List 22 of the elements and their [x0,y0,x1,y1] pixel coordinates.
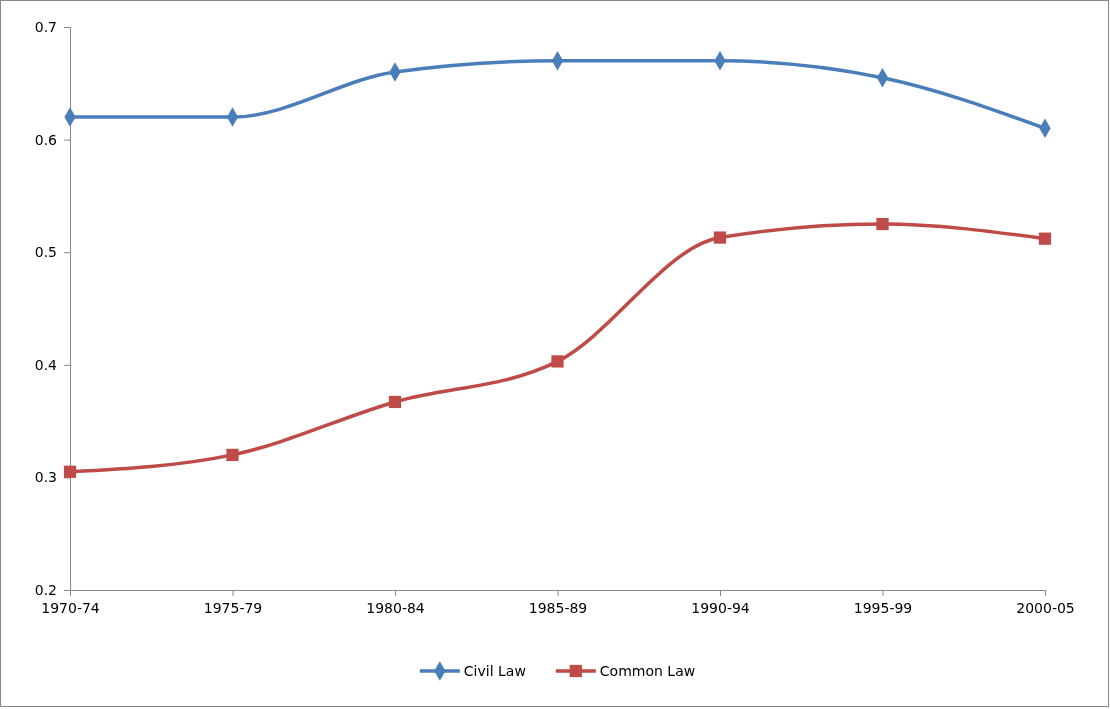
legend-label: Common Law [599,662,696,679]
y-tick-label: 0.5 [34,244,57,261]
point [63,465,77,478]
legend-label: Civil Law [463,662,526,679]
y-tick-label: 0.4 [34,356,58,373]
x-tick-label: 1990-94 [691,600,750,616]
point [226,448,239,461]
x-tick-label: 1980-84 [366,600,425,616]
y-tick-label: 0.3 [34,469,57,486]
point [551,355,564,368]
point [713,231,727,244]
x-tick-label: 1995-99 [853,600,913,616]
y-tick-label: 0.7 [34,18,57,35]
y-tick-label: 0.6 [34,131,58,148]
y-tick-label: 0.2 [34,581,57,598]
x-tick-label: 1970-74 [41,600,100,616]
x-tick-label: 1975-79 [203,600,263,616]
point [1038,232,1052,245]
x-tick-label: 1985-89 [528,600,588,616]
point [388,395,402,409]
x-tick-label: 2000-05 [1016,600,1075,616]
point [876,217,889,231]
